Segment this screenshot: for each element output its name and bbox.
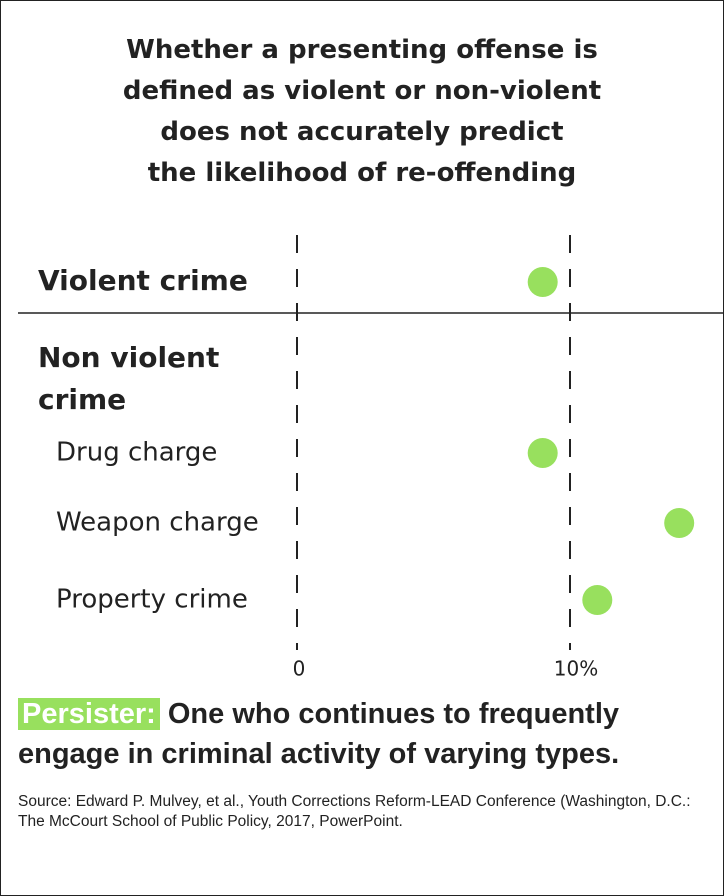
category-label: Weapon charge (56, 508, 259, 538)
category-label: Drug charge (56, 438, 217, 468)
category-label: Violent crime (38, 264, 248, 297)
definition-text: One who continues to frequently engage i… (18, 698, 620, 770)
category-label: Property crime (56, 585, 248, 615)
source: Source: Edward P. Mulvey, et al., Youth … (18, 793, 691, 830)
definition-term: Persister: (18, 698, 160, 730)
definition: Persister: One who continues to frequent… (18, 694, 724, 774)
dot (582, 585, 613, 615)
dot (664, 508, 695, 538)
chart-title: Whether a presenting offense is defined … (122, 35, 602, 188)
dot (527, 438, 558, 468)
dot (527, 267, 558, 297)
group-label: Non violent crime (38, 341, 220, 416)
x-tick-label: 10% (554, 657, 598, 681)
x-tick-label: 0 (293, 657, 306, 681)
